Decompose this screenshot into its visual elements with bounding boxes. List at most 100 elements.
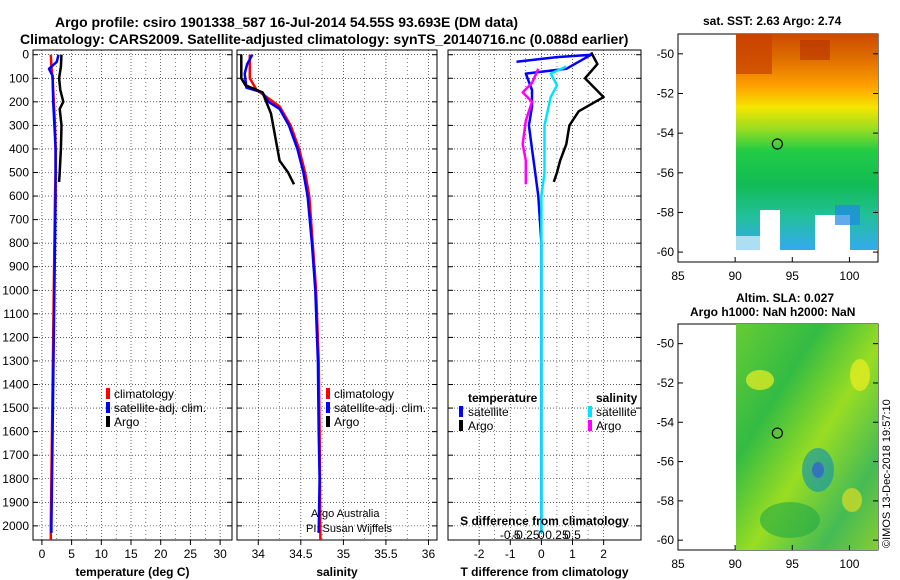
map-lat-label: -52 bbox=[657, 376, 675, 390]
difference-xtick-label: 0 bbox=[538, 547, 545, 561]
difference-legend-label: Argo bbox=[596, 419, 622, 433]
sla-map-title2: Argo h1000: NaN h2000: NaN bbox=[690, 305, 855, 319]
salinity-xtick-label: 35.5 bbox=[374, 547, 398, 561]
difference-xtick-label: -1 bbox=[505, 547, 516, 561]
salinity-legend-swatch bbox=[326, 388, 330, 399]
temperature-legend-label: climatology bbox=[114, 387, 174, 401]
imos-watermark: ©IMOS 13-Dec-2018 19:57:10 bbox=[881, 399, 893, 548]
salinity-xlabel: salinity bbox=[316, 565, 358, 579]
difference-legend-swatch bbox=[588, 420, 592, 431]
difference-series-salinity-argo bbox=[521, 68, 540, 185]
difference-legend-swatch bbox=[459, 420, 463, 431]
depth-tick-label: 400 bbox=[9, 142, 29, 156]
map-lat-label: -54 bbox=[657, 415, 675, 429]
depth-tick-label: 300 bbox=[9, 118, 29, 132]
depth-tick-label: 2000 bbox=[2, 519, 29, 533]
temperature-xtick-label: 15 bbox=[124, 547, 138, 561]
depth-tick-label: 200 bbox=[9, 95, 29, 109]
map-lon-label: 85 bbox=[671, 269, 685, 283]
temperature-xtick-label: 0 bbox=[39, 547, 46, 561]
temperature-series-satellite-adj-clim- bbox=[47, 54, 60, 533]
difference-top-tick-label: -0.5 bbox=[500, 528, 521, 542]
temperature-xtick-label: 10 bbox=[95, 547, 109, 561]
depth-tick-label: 500 bbox=[9, 166, 29, 180]
salinity-series-argo bbox=[240, 54, 296, 185]
depth-tick-label: 900 bbox=[9, 260, 29, 274]
difference-top-tick-label: 0 bbox=[538, 528, 545, 542]
map-lat-label: -60 bbox=[657, 245, 675, 259]
temperature-xlabel: temperature (deg C) bbox=[75, 565, 189, 579]
difference-legend-swatch bbox=[459, 406, 463, 417]
sst-map-title: sat. SST: 2.63 Argo: 2.74 bbox=[703, 14, 842, 28]
difference-top-xlabel: S difference from climatology bbox=[460, 514, 629, 528]
depth-tick-label: 600 bbox=[9, 189, 29, 203]
difference-panel: -2 -1 0 1 2 T difference from climatology temp… bbox=[447, 49, 642, 579]
map-lat-label: -50 bbox=[657, 337, 675, 351]
temperature-xtick-label: 25 bbox=[184, 547, 198, 561]
salinity-xtick-label: 35 bbox=[337, 547, 351, 561]
temperature-legend-swatch bbox=[106, 402, 110, 413]
temperature-legend-label: Argo bbox=[114, 415, 140, 429]
difference-xtick-label: 1 bbox=[569, 547, 576, 561]
difference-legend-title-left: temperature bbox=[468, 391, 538, 405]
temperature-xtick-label: 30 bbox=[213, 547, 227, 561]
map-lat-label: -50 bbox=[657, 47, 675, 61]
map-lat-label: -60 bbox=[657, 533, 675, 547]
salinity-legend-swatch bbox=[326, 402, 330, 413]
salinity-legend-label: Argo bbox=[334, 415, 360, 429]
difference-legend-label: satellite bbox=[596, 405, 637, 419]
temperature-legend-swatch bbox=[106, 416, 110, 427]
depth-tick-label: 1000 bbox=[2, 283, 29, 297]
salinity-series-satellite-adj-clim- bbox=[243, 54, 321, 533]
map-lon-label: 95 bbox=[786, 269, 800, 283]
sla-map-title1: Altim. SLA: 0.027 bbox=[736, 291, 834, 305]
depth-tick-label: 0 bbox=[22, 48, 29, 62]
map-lon-label: 85 bbox=[671, 557, 685, 571]
map-lat-label: -52 bbox=[657, 86, 675, 100]
difference-top-tick-label: 0.5 bbox=[564, 528, 581, 542]
difference-legend-label: Argo bbox=[468, 419, 494, 433]
map-lon-label: 90 bbox=[728, 269, 742, 283]
difference-legend-title-right: salinity bbox=[596, 391, 638, 405]
difference-series-salinity-satellite bbox=[540, 65, 567, 533]
salinity-legend-swatch bbox=[326, 416, 330, 427]
salinity-xtick-label: 34.5 bbox=[289, 547, 313, 561]
difference-series-temperature-argo bbox=[552, 51, 605, 183]
temperature-xtick-label: 20 bbox=[154, 547, 168, 561]
header-title-line1: Argo profile: csiro 1901338_587 16-Jul-2… bbox=[55, 14, 518, 30]
depth-tick-label: 1400 bbox=[2, 378, 29, 392]
map-lat-label: -56 bbox=[657, 455, 675, 469]
salinity-xtick-label: 36 bbox=[422, 547, 436, 561]
difference-legend-label: satellite bbox=[468, 405, 509, 419]
depth-tick-label: 1700 bbox=[2, 448, 29, 462]
difference-top-tick-label: -0.25 bbox=[512, 528, 540, 542]
depth-tick-label: 1600 bbox=[2, 425, 29, 439]
temperature-plot-frame bbox=[32, 49, 233, 541]
credit-line1: Argo Australia bbox=[311, 508, 380, 520]
temperature-panel: 0 5 10 15 20 25 300100200300400500600700800900… bbox=[2, 48, 233, 579]
difference-xlabel: T difference from climatology bbox=[460, 565, 628, 579]
header-title-line2: Climatology: CARS2009. Satellite-adjuste… bbox=[20, 31, 628, 47]
difference-xtick-label: 2 bbox=[600, 547, 607, 561]
depth-tick-label: 1800 bbox=[2, 472, 29, 486]
map-lat-label: -58 bbox=[657, 205, 675, 219]
sla-map: -50 -52 -54 -56 -58 -60 85 90 95 100 bbox=[657, 323, 879, 571]
difference-xtick-label: -2 bbox=[474, 547, 485, 561]
sst-map: -50 -52 -54 -56 -58 -60 85 90 95 100 bbox=[657, 33, 879, 283]
depth-tick-label: 1100 bbox=[3, 307, 29, 321]
map-lat-label: -56 bbox=[657, 166, 675, 180]
depth-tick-label: 1300 bbox=[2, 354, 29, 368]
salinity-xtick-label: 34 bbox=[252, 547, 266, 561]
float-position-marker bbox=[771, 138, 783, 150]
depth-tick-label: 1500 bbox=[2, 401, 29, 415]
salinity-legend-label: climatology bbox=[334, 387, 394, 401]
depth-tick-label: 1900 bbox=[2, 495, 29, 509]
difference-legend-swatch bbox=[588, 406, 592, 417]
salinity-panel: 34 34.5 35 35.5 36 salinity climatologysatelli… bbox=[236, 49, 438, 579]
depth-tick-label: 800 bbox=[9, 236, 29, 250]
map-lat-label: -54 bbox=[657, 126, 675, 140]
difference-top-tick-label: 0.25 bbox=[545, 528, 569, 542]
salinity-plot-frame bbox=[236, 49, 438, 541]
salinity-legend-label: satellite-adj. clim. bbox=[334, 401, 426, 415]
